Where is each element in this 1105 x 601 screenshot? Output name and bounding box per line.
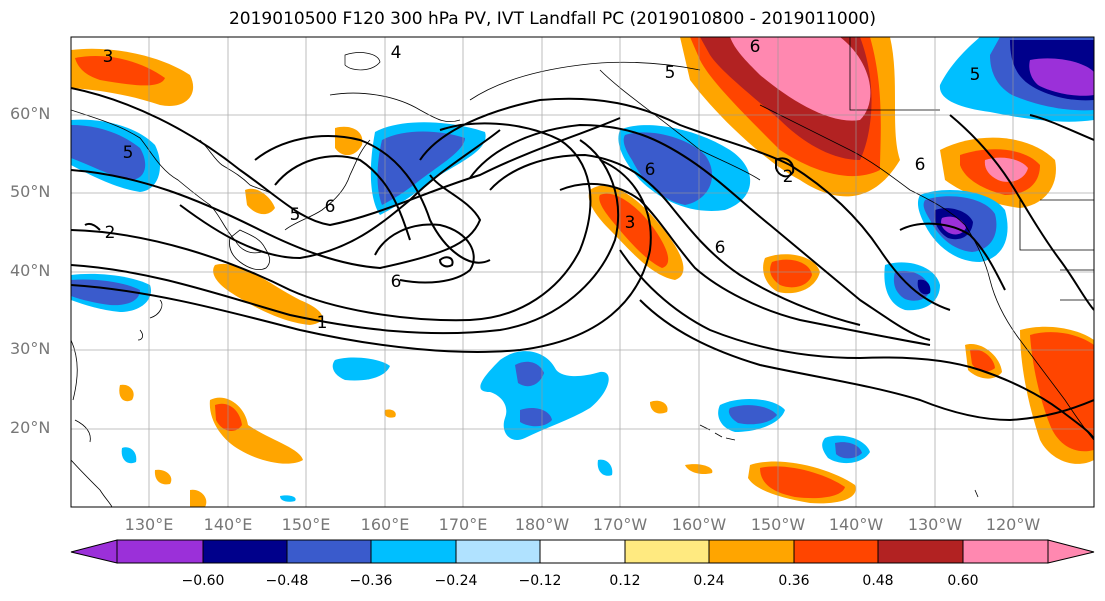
- contour-label: 6: [325, 197, 336, 217]
- lon-label: 150°E: [281, 515, 331, 534]
- colorbar-segment: [370, 539, 457, 564]
- colorbar-segment: [116, 539, 204, 564]
- colorbar-extend-high: [1047, 539, 1095, 564]
- colorbar-tick-label: −0.24: [434, 573, 478, 589]
- colorbar-segment: [877, 539, 964, 564]
- colorbar: [70, 539, 1095, 564]
- colorbar-tick-label: 0.36: [778, 573, 810, 589]
- colorbar-tick-label: 0.60: [947, 573, 979, 589]
- colorbar-segment: [455, 539, 541, 564]
- colorbar-tick-label: 0.48: [862, 573, 894, 589]
- map-content: [71, 37, 1094, 507]
- contour-label: 2: [783, 167, 794, 187]
- colorbar-tick-label: 0.12: [609, 573, 641, 589]
- lon-label: 130°W: [907, 515, 963, 534]
- lat-label: 20°N: [10, 418, 51, 437]
- contour-label: 5: [290, 205, 301, 225]
- lon-label: 170°W: [592, 515, 648, 534]
- contour-label: 4: [391, 43, 402, 63]
- lon-label: 130°E: [124, 515, 174, 534]
- contour-label: 5: [665, 63, 676, 83]
- lat-label: 30°N: [10, 339, 51, 358]
- lon-label: 180°W: [514, 515, 570, 534]
- lon-label: 150°W: [750, 515, 806, 534]
- contour-label: 3: [625, 213, 636, 233]
- map-title: 2019010500 F120 300 hPa PV, IVT Landfall…: [228, 9, 876, 29]
- contour-label: 1: [317, 313, 328, 333]
- contour-label: 6: [915, 155, 926, 175]
- contour-label: 2: [105, 223, 116, 243]
- lon-label: 170°E: [438, 515, 488, 534]
- lon-label: 160°E: [360, 515, 410, 534]
- coastlines: [71, 37, 1094, 507]
- contour-label: 3: [103, 47, 114, 67]
- contour-label: 5: [970, 65, 981, 85]
- contour-label: 6: [645, 160, 656, 180]
- lon-label: 140°E: [203, 515, 253, 534]
- colorbar-segment: [539, 539, 626, 564]
- contour-label: 6: [715, 238, 726, 258]
- pv-shading: [71, 37, 1094, 507]
- ivt-contours: [71, 87, 1094, 441]
- colorbar-segment: [202, 539, 288, 564]
- lon-label: 120°W: [985, 515, 1041, 534]
- lat-label: 60°N: [10, 104, 51, 123]
- contour-label: 5: [123, 143, 134, 163]
- lon-label: 140°W: [828, 515, 884, 534]
- colorbar-extend-low: [70, 539, 118, 564]
- colorbar-tick-label: −0.60: [181, 573, 225, 589]
- colorbar-segment: [793, 539, 879, 564]
- colorbar-segment: [624, 539, 710, 564]
- graticule: [71, 37, 1094, 507]
- colorbar-tick-label: −0.48: [265, 573, 309, 589]
- lat-label: 50°N: [10, 182, 51, 201]
- colorbar-tick-label: −0.12: [518, 573, 562, 589]
- map-frame: [70, 36, 1095, 508]
- colorbar-segment: [708, 539, 795, 564]
- colorbar-tick-label: −0.36: [349, 573, 393, 589]
- lat-label: 40°N: [10, 261, 51, 280]
- contour-label: 6: [750, 37, 761, 57]
- colorbar-segment: [286, 539, 372, 564]
- lon-label: 160°W: [671, 515, 727, 534]
- colorbar-tick-label: 0.24: [693, 573, 725, 589]
- contour-label-group: 3 4 6 5 5 2 6 5 6 6 6 3 2 5 6 1: [103, 37, 981, 333]
- contour-label: 6: [391, 272, 402, 292]
- colorbar-segment: [962, 539, 1049, 564]
